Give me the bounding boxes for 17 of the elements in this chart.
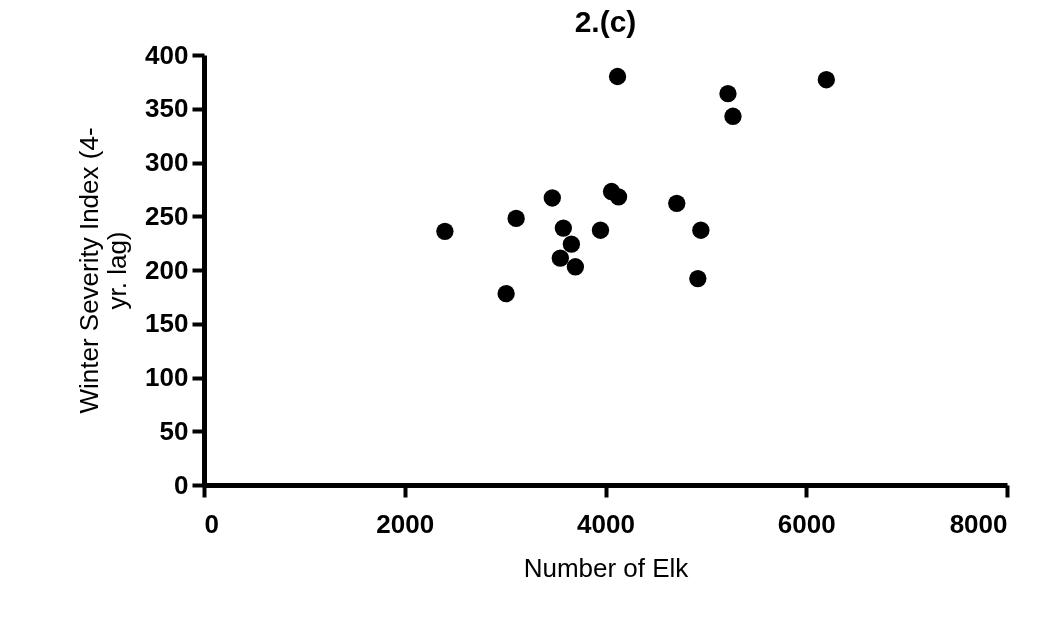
x-tick-label: 8000 xyxy=(949,508,1008,539)
chart-title: 2.(c) xyxy=(574,5,637,38)
y-tick-label: 100 xyxy=(145,362,189,392)
y-tick-label: 400 xyxy=(145,39,189,70)
y-tick-label: 300 xyxy=(145,147,189,177)
y-tick-label: 200 xyxy=(145,254,189,285)
x-tick-label: 6000 xyxy=(777,508,836,539)
y-tick-label: 350 xyxy=(145,93,189,124)
x-axis-title: Number of Elk xyxy=(523,552,690,583)
x-tick-label: 2000 xyxy=(376,508,435,539)
x-tick-label: 0 xyxy=(204,508,219,539)
y-tick-label: 0 xyxy=(174,469,189,500)
y-tick-label: 250 xyxy=(145,200,189,231)
y-tick-label: 150 xyxy=(145,308,189,339)
y-axis-title: Winter Severity Index (4-yr. lag) xyxy=(74,127,133,414)
x-tick-label: 4000 xyxy=(577,508,635,539)
y-tick-label: 50 xyxy=(159,415,189,446)
